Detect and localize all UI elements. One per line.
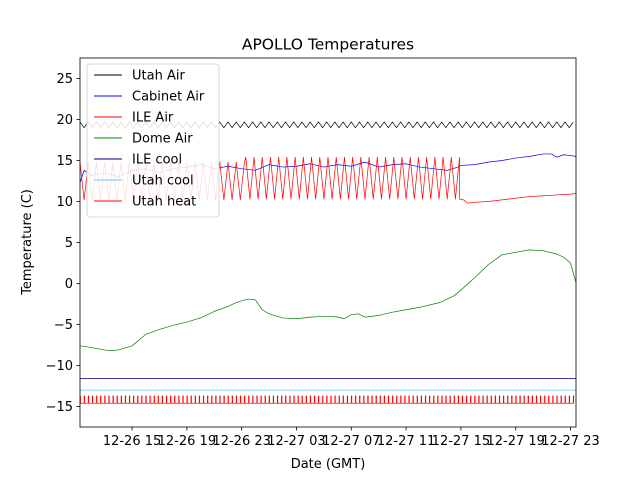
x-tick-label: 12-26 23 xyxy=(212,434,270,449)
y-tick-label: 10 xyxy=(56,195,73,210)
y-tick-label: −10 xyxy=(46,359,73,374)
x-tick-label: 12-27 19 xyxy=(486,434,544,449)
x-tick-label: 12-27 07 xyxy=(322,434,380,449)
y-tick-label: −15 xyxy=(46,400,73,415)
y-tick-label: 5 xyxy=(65,236,73,251)
legend-label-utah-heat: Utah heat xyxy=(132,195,196,210)
x-axis-label: Date (GMT) xyxy=(291,457,366,472)
legend-label-ile-air: ILE Air xyxy=(132,111,174,126)
y-axis-label: Temperature (C) xyxy=(20,189,35,296)
x-tick-label: 12-26 15 xyxy=(103,434,161,449)
legend-label-utah-air: Utah Air xyxy=(132,69,185,84)
x-tick-label: 12-26 19 xyxy=(158,434,216,449)
x-tick-label: 12-27 11 xyxy=(377,434,435,449)
x-tick-label: 12-27 23 xyxy=(541,434,599,449)
y-tick-label: −5 xyxy=(54,318,73,333)
legend-label-dome-air: Dome Air xyxy=(132,132,193,147)
chart-title: APOLLO Temperatures xyxy=(242,36,414,54)
legend-label-ile-cool: ILE cool xyxy=(132,153,182,168)
x-tick-label: 12-27 03 xyxy=(267,434,325,449)
legend: Utah Air Cabinet Air ILE Air Dome Air ILE co… xyxy=(86,63,220,218)
series-line-utah-heat xyxy=(80,395,575,404)
legend-label-utah-cool: Utah cool xyxy=(132,174,194,189)
legend-frame xyxy=(86,63,220,218)
x-tick-label: 12-27 15 xyxy=(432,434,490,449)
y-tick-label: 0 xyxy=(65,277,73,292)
y-tick-label: 25 xyxy=(56,72,73,87)
y-tick-label: 20 xyxy=(56,113,73,128)
legend-label-cabinet-air: Cabinet Air xyxy=(132,90,205,105)
y-tick-label: 15 xyxy=(56,154,73,169)
plot-frame xyxy=(79,57,577,428)
series-line-dome-air xyxy=(80,249,576,352)
